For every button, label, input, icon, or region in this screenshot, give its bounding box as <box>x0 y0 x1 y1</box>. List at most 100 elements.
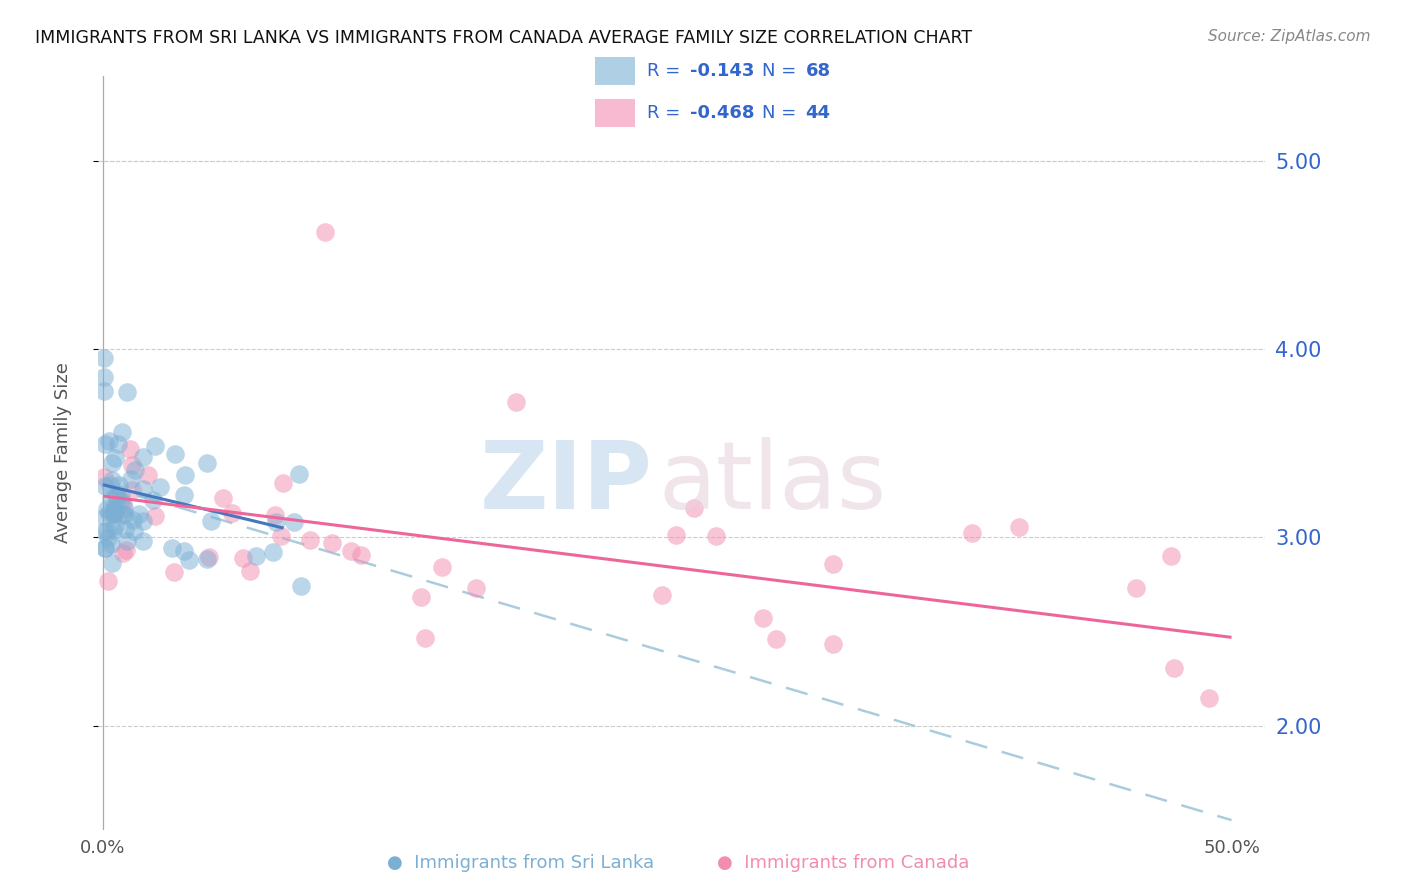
Point <box>122 513 145 527</box>
Point <box>1163 661 1185 675</box>
Point <box>101 556 124 570</box>
Text: ●  Immigrants from Canada: ● Immigrants from Canada <box>717 855 970 872</box>
Point <box>195 456 218 470</box>
Point <box>430 560 453 574</box>
Point <box>93 384 115 398</box>
Point <box>112 501 135 516</box>
Point <box>114 508 136 523</box>
Point <box>101 456 124 470</box>
Point <box>173 488 195 502</box>
Point <box>98 478 121 492</box>
Point <box>142 492 165 507</box>
Point <box>96 531 118 545</box>
Text: N =: N = <box>762 104 803 122</box>
Point <box>104 518 127 533</box>
Bar <box>595 99 636 127</box>
Point <box>350 548 373 562</box>
Point <box>143 509 166 524</box>
Point <box>132 450 155 464</box>
Point <box>114 543 136 558</box>
Point <box>179 553 201 567</box>
Point <box>103 501 125 516</box>
Point <box>94 541 117 555</box>
Text: -0.143: -0.143 <box>690 62 755 79</box>
Point <box>100 537 122 551</box>
Y-axis label: Average Family Size: Average Family Size <box>53 362 72 543</box>
Point <box>290 579 312 593</box>
Point <box>110 494 132 508</box>
Text: IMMIGRANTS FROM SRI LANKA VS IMMIGRANTS FROM CANADA AVERAGE FAMILY SIZE CORRELAT: IMMIGRANTS FROM SRI LANKA VS IMMIGRANTS … <box>35 29 973 46</box>
Point <box>245 549 267 563</box>
Point <box>197 552 219 566</box>
Point <box>960 526 983 541</box>
Text: R =: R = <box>647 104 686 122</box>
Point <box>143 439 166 453</box>
Point <box>114 522 136 536</box>
Point <box>239 564 262 578</box>
Point <box>121 483 143 498</box>
Point <box>105 490 128 504</box>
Point <box>1160 549 1182 563</box>
Point <box>465 581 488 595</box>
Point <box>160 541 183 555</box>
Point <box>221 507 243 521</box>
Point <box>752 611 775 625</box>
Point <box>121 458 143 472</box>
Point <box>704 528 727 542</box>
Point <box>94 437 117 451</box>
Point <box>314 225 336 239</box>
Point <box>93 351 115 366</box>
Point <box>683 501 706 516</box>
Text: ●  Immigrants from Sri Lanka: ● Immigrants from Sri Lanka <box>387 855 654 872</box>
Text: -0.468: -0.468 <box>690 104 755 122</box>
Point <box>128 508 150 522</box>
Point <box>94 479 117 493</box>
Point <box>340 544 363 558</box>
Point <box>212 491 235 505</box>
Point <box>111 546 134 560</box>
Point <box>115 385 138 400</box>
Point <box>104 507 127 521</box>
Point <box>132 483 155 497</box>
Point <box>665 528 688 542</box>
Point <box>101 507 124 521</box>
Point <box>283 515 305 529</box>
Point <box>264 508 287 523</box>
Point <box>104 505 127 519</box>
Point <box>94 541 117 556</box>
Point <box>97 506 120 520</box>
Point <box>118 442 141 456</box>
Point <box>1198 690 1220 705</box>
Point <box>96 502 118 516</box>
Point <box>132 534 155 549</box>
Point <box>115 533 138 548</box>
Point <box>505 394 527 409</box>
Point <box>299 533 322 548</box>
Bar <box>595 57 636 85</box>
Point <box>765 632 787 646</box>
Point <box>163 565 186 579</box>
Point <box>111 507 134 521</box>
Point <box>98 434 121 448</box>
Point <box>823 637 845 651</box>
Point <box>163 447 186 461</box>
Point <box>100 491 122 506</box>
Point <box>232 550 254 565</box>
Point <box>94 510 117 524</box>
Point <box>108 478 131 492</box>
Point <box>266 516 288 530</box>
Point <box>107 436 129 450</box>
Point <box>173 544 195 558</box>
Point <box>321 536 343 550</box>
Point <box>200 514 222 528</box>
Point <box>124 463 146 477</box>
Point <box>110 425 132 440</box>
Point <box>103 501 125 516</box>
Point <box>1125 581 1147 595</box>
Point <box>413 631 436 645</box>
Point <box>104 489 127 503</box>
Text: atlas: atlas <box>658 437 887 529</box>
Point <box>101 473 124 487</box>
Point <box>120 472 142 486</box>
Text: N =: N = <box>762 62 803 79</box>
